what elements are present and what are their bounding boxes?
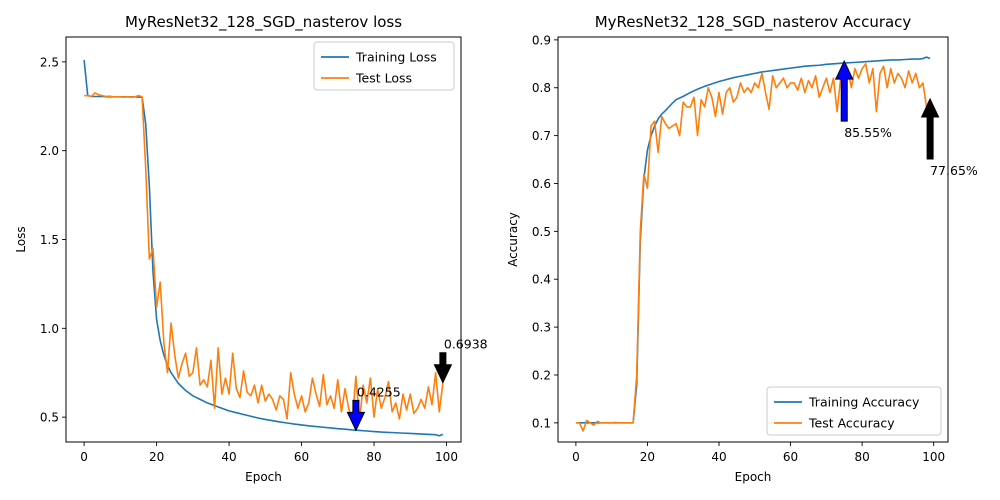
legend-entry: Training Accuracy — [808, 395, 920, 410]
legend-box — [766, 386, 942, 436]
y-tick-label: 1.5 — [40, 233, 59, 247]
legend-entry: Training Loss — [355, 50, 437, 65]
legend-entry: Test Accuracy — [808, 416, 895, 431]
annotation-label: 85.55% — [844, 125, 892, 140]
series-line-test-loss — [84, 92, 444, 422]
x-tick-label: 100 — [922, 450, 945, 464]
x-tick-label: 80 — [854, 450, 869, 464]
chart-title: MyResNet32_128_SGD_nasterov loss — [125, 13, 402, 32]
x-tick-label: 100 — [435, 450, 458, 464]
x-tick-label: 0 — [80, 450, 88, 464]
chart-title: MyResNet32_128_SGD_nasterov Accuracy — [595, 13, 912, 32]
y-tick-label: 2.5 — [40, 55, 59, 69]
x-axis-label: Epoch — [735, 470, 772, 484]
y-tick-label: 0.8 — [532, 81, 551, 95]
legend: Training Loss Test Loss — [313, 41, 455, 91]
y-tick-label: 2.0 — [40, 144, 59, 158]
y-tick-label: 0.5 — [532, 225, 551, 239]
x-axis-label: Epoch — [245, 470, 282, 484]
x-tick-label: 40 — [221, 450, 236, 464]
chart-panel-1: MyResNet32_128_SGD_nasterov loss 0 20 40 60 8… — [14, 13, 488, 484]
x-tick-label: 20 — [640, 450, 655, 464]
y-tick-label: 0.3 — [532, 321, 551, 335]
x-tick-label: 60 — [783, 450, 798, 464]
annotation-arrow — [346, 399, 366, 432]
series-line-test-accuracy — [575, 60, 931, 432]
y-axis-label: Accuracy — [506, 212, 520, 267]
series-line-training-loss — [83, 60, 444, 437]
annotation-label: 0.6938 — [444, 337, 488, 352]
x-tick-label: 20 — [149, 450, 164, 464]
y-tick-label: 0.5 — [40, 411, 59, 425]
x-tick-label: 60 — [294, 450, 309, 464]
annotation-arrow — [920, 97, 940, 160]
y-tick-label: 0.1 — [532, 416, 551, 430]
annotation-label: 77.65% — [930, 163, 978, 178]
y-tick-label: 0.6 — [532, 177, 551, 191]
y-axis-label: Loss — [14, 226, 28, 252]
chart-panel-2: MyResNet32_128_SGD_nasterov Accuracy 0 20 4… — [506, 13, 978, 484]
annotation-arrow — [433, 352, 453, 384]
annotation-label: 0.4255 — [357, 384, 401, 399]
y-tick-label: 0.7 — [532, 129, 551, 143]
y-tick-label: 0.4 — [532, 273, 551, 287]
y-tick-label: 1.0 — [40, 322, 59, 336]
x-tick-label: 40 — [711, 450, 726, 464]
x-tick-label: 0 — [572, 450, 580, 464]
x-tick-label: 80 — [366, 450, 381, 464]
axes-frame — [65, 36, 462, 443]
legend-entry: Test Loss — [355, 71, 412, 86]
y-tick-label: 0.9 — [532, 33, 551, 47]
axes-frame — [557, 36, 949, 443]
legend: Training Accuracy Test Accuracy — [766, 386, 942, 436]
y-tick-label: 0.2 — [532, 368, 551, 382]
annotation-arrow — [834, 60, 854, 122]
